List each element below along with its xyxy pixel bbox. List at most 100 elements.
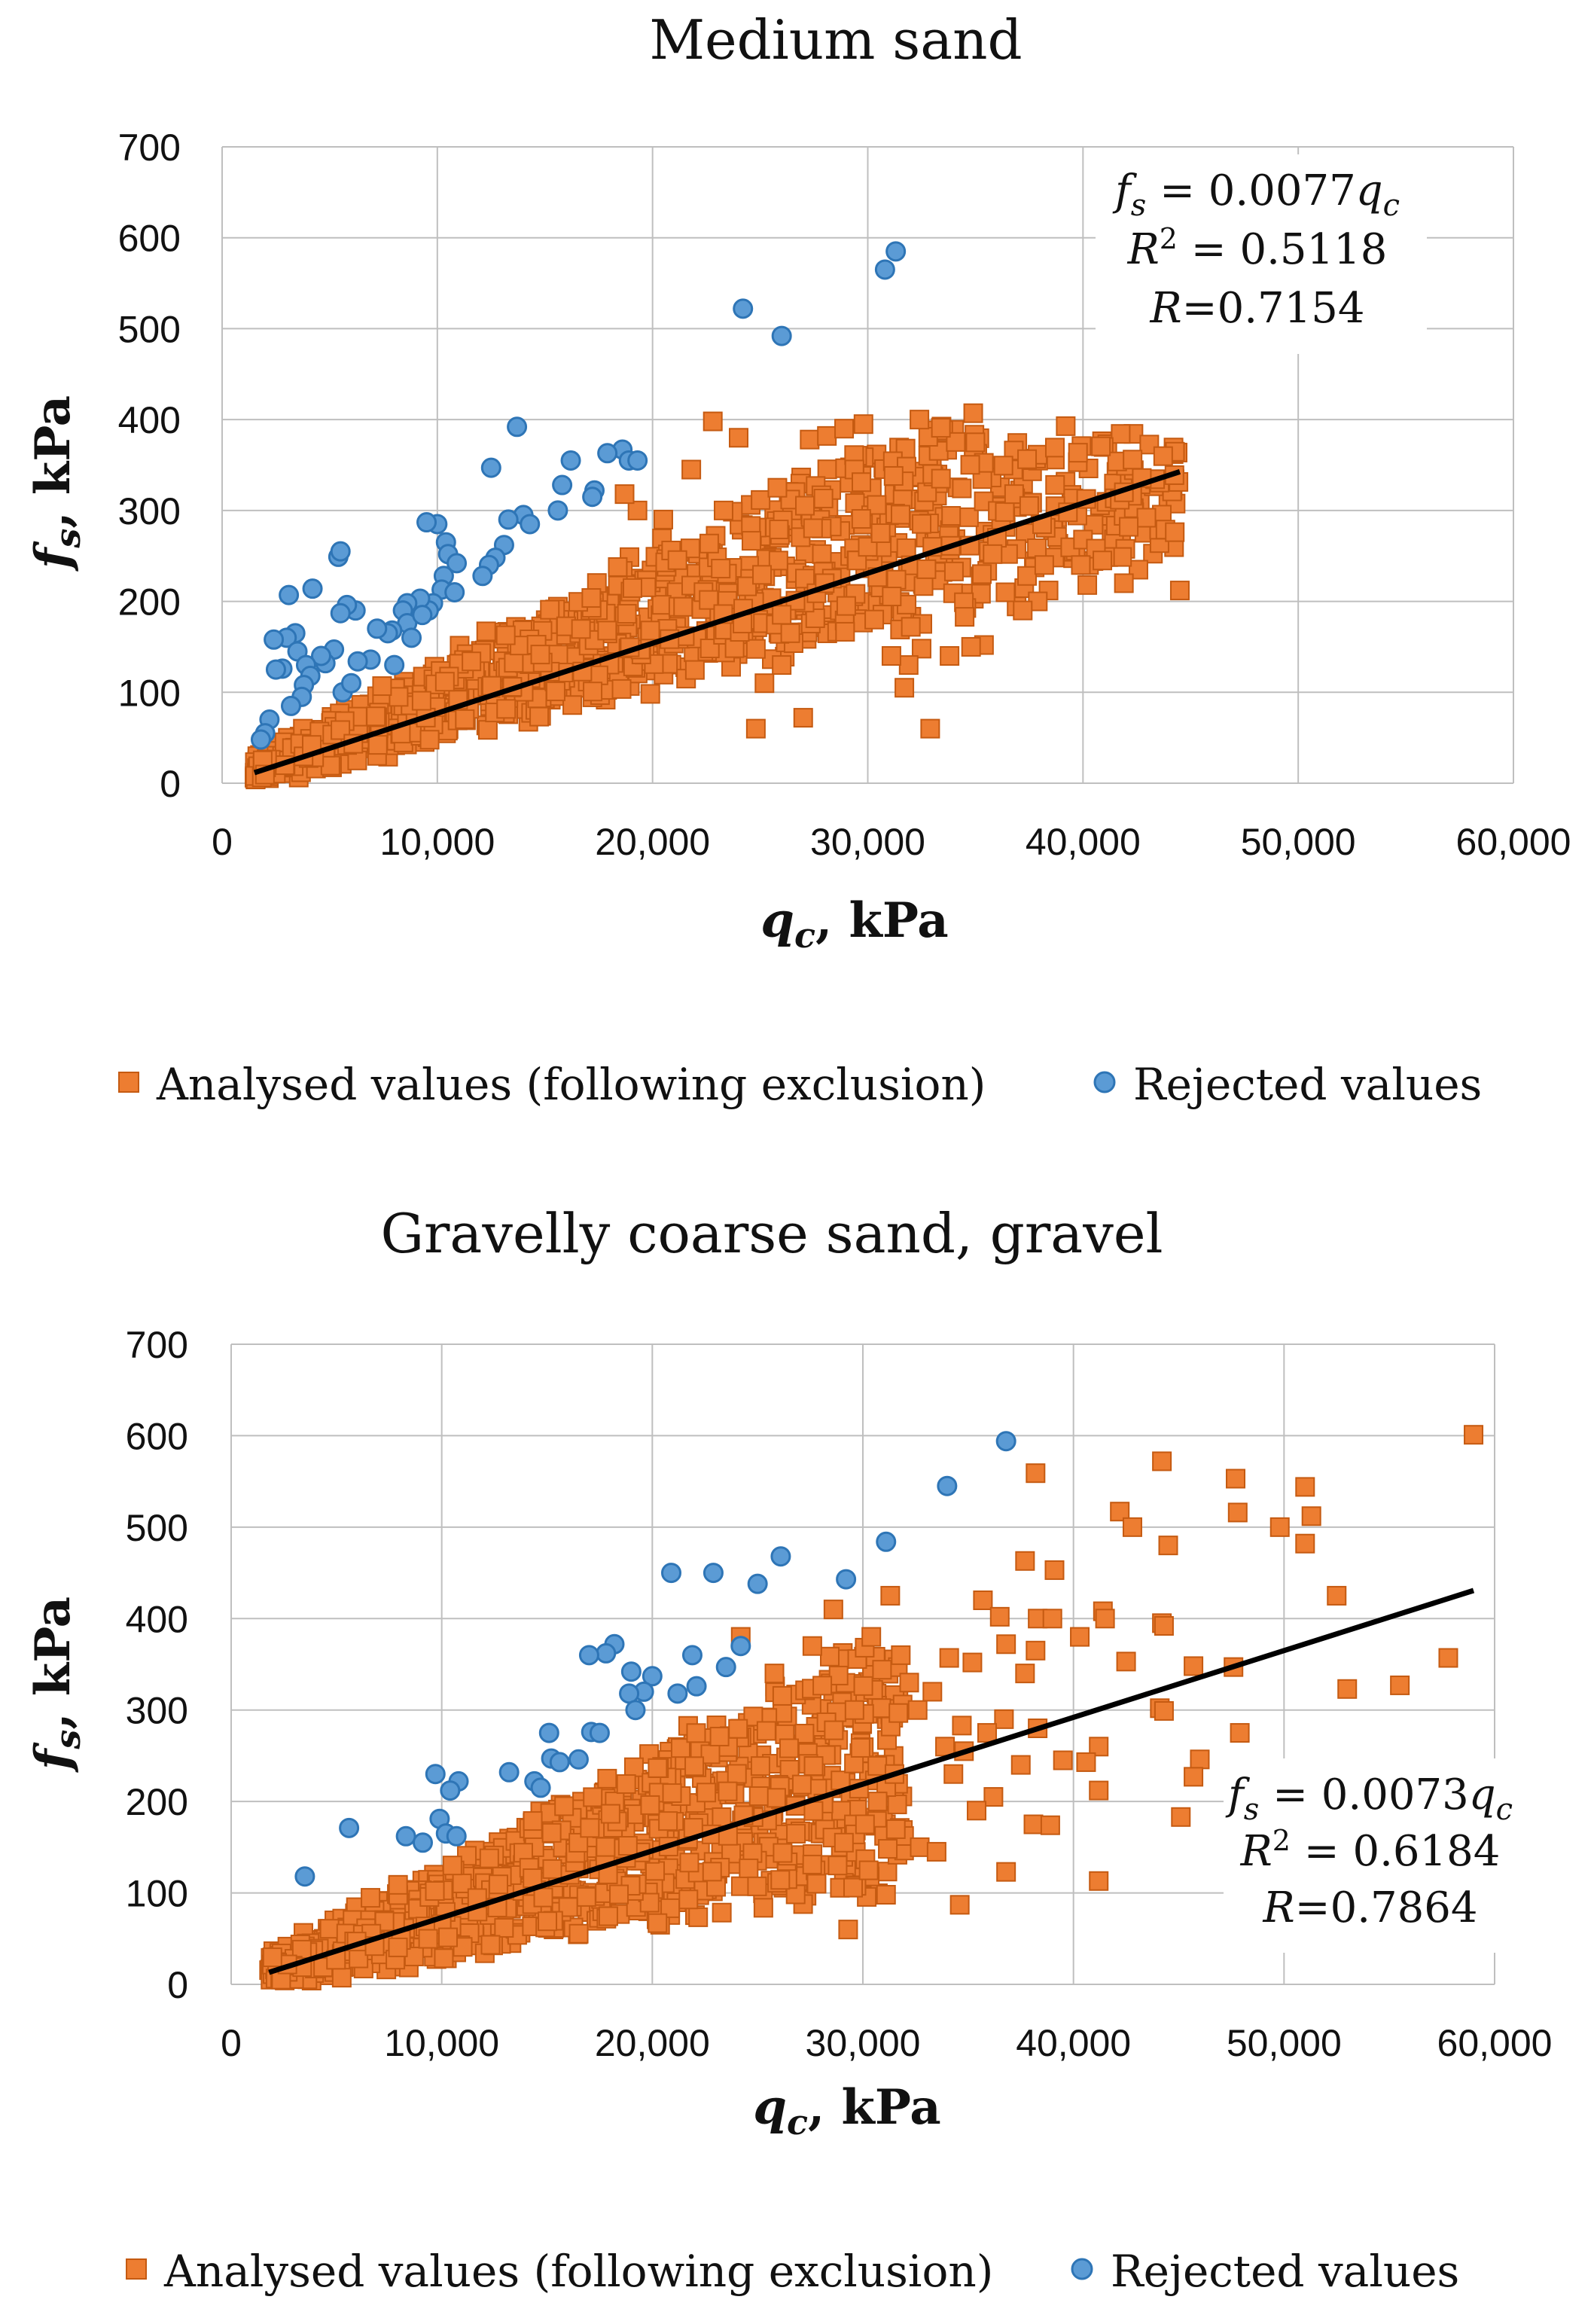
- data-point-analysed: [955, 607, 975, 627]
- data-point-analysed: [881, 646, 901, 666]
- data-point-analysed: [973, 1591, 993, 1610]
- data-point-rejected: [498, 509, 519, 530]
- equation-r: R=0.7864: [1262, 1883, 1477, 1932]
- data-point-analysed: [700, 1744, 721, 1764]
- data-point-analysed: [853, 414, 873, 435]
- y-tick-label: 200: [126, 1781, 188, 1823]
- equation-r-squared: R2 = 0.6184: [1240, 1824, 1501, 1876]
- data-point-analysed: [540, 599, 560, 620]
- data-point-analysed: [703, 411, 723, 432]
- data-point-rejected: [770, 1546, 791, 1567]
- data-point-analysed: [1045, 474, 1065, 495]
- data-point-analysed: [1068, 443, 1088, 463]
- data-point-analysed: [254, 764, 275, 785]
- data-point-analysed: [926, 1841, 946, 1862]
- data-point-rejected: [589, 1722, 610, 1743]
- data-point-analysed: [977, 1723, 998, 1743]
- legend-marker-square: [126, 2258, 147, 2280]
- data-point-analysed: [1227, 1502, 1248, 1523]
- data-point-analysed: [496, 699, 517, 719]
- data-point-analysed: [806, 1874, 827, 1894]
- data-point-analysed: [1017, 566, 1038, 586]
- data-point-analysed: [940, 646, 960, 666]
- data-point-analysed: [967, 1801, 987, 1821]
- data-point-analysed: [583, 1787, 603, 1807]
- data-point-analysed: [1071, 555, 1091, 575]
- data-point-rejected: [552, 474, 573, 496]
- data-point-analysed: [523, 1811, 543, 1831]
- data-point-analysed: [571, 619, 591, 639]
- data-point-analysed: [813, 488, 834, 508]
- data-point-analysed: [1301, 1506, 1321, 1526]
- data-point-analysed: [834, 1832, 854, 1853]
- data-point-analysed: [870, 523, 891, 544]
- data-point-analysed: [803, 1756, 824, 1777]
- data-point-analysed: [931, 468, 951, 489]
- data-point-analysed: [434, 1948, 454, 1969]
- legend-marker-square: [118, 1072, 139, 1093]
- data-point-analysed: [896, 538, 916, 558]
- data-point-analysed: [916, 559, 937, 579]
- data-point-rejected: [549, 1752, 570, 1773]
- data-point-analysed: [753, 1898, 773, 1918]
- equation-fs: fs = 0.0073qc: [1225, 1770, 1513, 1827]
- data-point-analysed: [1184, 1767, 1204, 1787]
- data-point-analysed: [1026, 1463, 1046, 1484]
- x-tick-label: 50,000: [1241, 821, 1356, 863]
- x-tick-label: 0: [212, 821, 233, 863]
- data-point-analysed: [622, 578, 642, 598]
- data-point-rejected: [412, 605, 433, 626]
- data-point-analysed: [367, 735, 388, 755]
- data-point-analysed: [614, 484, 635, 505]
- data-point-analysed: [1042, 1609, 1062, 1629]
- data-point-analysed: [488, 1874, 508, 1895]
- data-point-analysed: [786, 1823, 806, 1844]
- data-point-analysed: [1390, 1675, 1410, 1695]
- data-point-analysed: [898, 655, 919, 676]
- data-point-analysed: [418, 1929, 438, 1949]
- data-point-analysed: [1112, 547, 1132, 567]
- data-point-analysed: [780, 623, 800, 643]
- data-point-analysed: [996, 1634, 1016, 1655]
- data-point-rejected: [302, 578, 323, 599]
- data-point-analysed: [835, 621, 855, 642]
- data-point-rejected: [480, 457, 501, 478]
- data-point-analysed: [667, 550, 687, 570]
- chart-gravelly-coarse-sand: Gravelly coarse sand, gravel 0 100 200 300 4…: [25, 1202, 1552, 2297]
- trend-line: [253, 469, 1181, 776]
- data-point-analysed: [455, 709, 475, 729]
- data-point-rejected: [642, 1666, 663, 1687]
- data-point-rejected: [995, 1431, 1016, 1452]
- data-point-analysed: [476, 621, 496, 642]
- data-point-analysed: [750, 1756, 770, 1777]
- series-rejected-values: [250, 241, 907, 750]
- x-axis-label: qc, kPa: [753, 2079, 941, 2143]
- x-tick-label: 50,000: [1227, 2022, 1342, 2064]
- data-point-analysed: [374, 1911, 395, 1932]
- data-point-analysed: [729, 428, 748, 448]
- data-point-rejected: [625, 1700, 646, 1721]
- data-point-analysed: [962, 1652, 983, 1673]
- data-point-analysed: [662, 1783, 682, 1804]
- data-point-analysed: [1190, 1749, 1210, 1770]
- data-point-analysed: [494, 1917, 514, 1938]
- data-point-analysed: [713, 500, 733, 520]
- data-point-rejected: [661, 1563, 682, 1584]
- data-point-analysed: [803, 518, 823, 538]
- data-point-analysed: [366, 706, 386, 727]
- data-point-rejected: [771, 325, 792, 346]
- data-point-analysed: [882, 587, 902, 607]
- data-point-analysed: [754, 673, 775, 694]
- data-point-analysed: [851, 472, 871, 493]
- x-tick-label: 60,000: [1437, 2022, 1553, 2064]
- data-point-rejected: [578, 1645, 599, 1666]
- data-point-analysed: [1438, 1648, 1458, 1668]
- data-point-analysed: [885, 1819, 906, 1839]
- data-point-analysed: [437, 1927, 458, 1947]
- data-point-analysed: [542, 1859, 562, 1879]
- data-point-rejected: [686, 1676, 707, 1697]
- data-point-analysed: [989, 1606, 1010, 1627]
- data-point-analysed: [828, 1665, 849, 1685]
- data-point-analysed: [597, 1768, 617, 1789]
- data-point-analysed: [1023, 1814, 1044, 1834]
